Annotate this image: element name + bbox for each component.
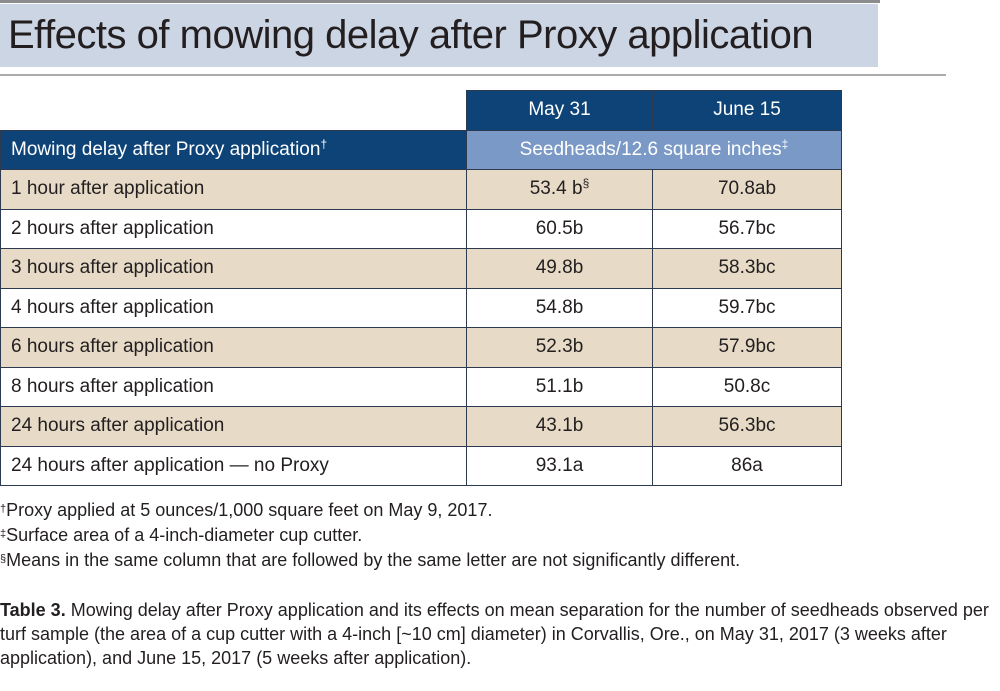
may-value: 54.8b xyxy=(466,287,653,328)
may-value: 52.3b xyxy=(466,327,653,368)
table-row: 24 hours after application 43.1b 56.3bc xyxy=(0,406,842,447)
table-row: 2 hours after application 60.5b 56.7bc xyxy=(0,208,842,249)
june-value: 57.9bc xyxy=(652,327,842,368)
may-value: 43.1b xyxy=(466,406,653,447)
footnote: §Means in the same column that are follo… xyxy=(0,548,990,573)
footnote: †Proxy applied at 5 ounces/1,000 square … xyxy=(0,498,990,523)
may-value-cell: 53.4 b§ xyxy=(466,169,653,210)
header-blank-cell xyxy=(0,90,467,130)
caption-label: Table 3. xyxy=(0,600,66,620)
row-header-label-cell: Mowing delay after Proxy application† xyxy=(0,129,467,170)
footnotes: †Proxy applied at 5 ounces/1,000 square … xyxy=(0,498,990,573)
caption-text: Mowing delay after Proxy application and… xyxy=(0,600,989,668)
row-label: 8 hours after application xyxy=(0,366,467,407)
row-label: 24 hours after application xyxy=(0,406,467,447)
unit-header-cell: Seedheads/12.6 square inches‡ xyxy=(466,129,842,170)
column-header-may: May 31 xyxy=(466,90,653,131)
may-value: 51.1b xyxy=(466,366,653,407)
may-value: 93.1a xyxy=(466,445,653,486)
double-dagger-mark: ‡ xyxy=(781,136,789,151)
title-banner: Effects of mowing delay after Proxy appl… xyxy=(0,4,878,67)
june-value: 58.3bc xyxy=(652,248,842,289)
page-title: Effects of mowing delay after Proxy appl… xyxy=(8,13,814,57)
footnote: ‡Surface area of a 4-inch-diameter cup c… xyxy=(0,523,990,548)
may-value: 49.8b xyxy=(466,248,653,289)
row-label: 2 hours after application xyxy=(0,208,467,249)
seedhead-table: May 31 June 15 Mowing delay after Proxy … xyxy=(0,90,842,486)
june-value: 56.7bc xyxy=(652,208,842,249)
footnote-mark: † xyxy=(0,503,7,515)
unit-label: Seedheads/12.6 square inches xyxy=(519,138,782,160)
table-row: 24 hours after application — no Proxy 93… xyxy=(0,445,842,486)
footnote-mark: ‡ xyxy=(0,528,7,540)
table-row: 8 hours after application 51.1b 50.8c xyxy=(0,366,842,407)
footnote-text: Means in the same column that are follow… xyxy=(6,550,741,570)
june-value: 86a xyxy=(652,445,842,486)
footnote-text: Proxy applied at 5 ounces/1,000 square f… xyxy=(6,500,493,520)
row-label: 24 hours after application — no Proxy xyxy=(0,445,467,486)
table-row: 4 hours after application 54.8b 59.7bc xyxy=(0,287,842,328)
june-value: 70.8ab xyxy=(652,169,842,210)
row-header-label: Mowing delay after Proxy application xyxy=(11,138,321,160)
may-value: 53.4 b xyxy=(529,178,583,200)
june-value: 50.8c xyxy=(652,366,842,407)
row-label: 1 hour after application xyxy=(0,169,467,210)
table-row: 1 hour after application 53.4 b§ 70.8ab xyxy=(0,169,842,210)
row-label: 4 hours after application xyxy=(0,287,467,328)
row-label: 6 hours after application xyxy=(0,327,467,368)
section-mark: § xyxy=(582,176,590,191)
top-rule xyxy=(0,0,880,3)
table-row: 6 hours after application 52.3b 57.9bc xyxy=(0,327,842,368)
june-value: 59.7bc xyxy=(652,287,842,328)
footnote-text: Surface area of a 4-inch-diameter cup cu… xyxy=(6,525,363,545)
title-divider xyxy=(0,74,946,76)
table-caption: Table 3. Mowing delay after Proxy applic… xyxy=(0,598,990,670)
column-header-june: June 15 xyxy=(652,90,842,131)
dagger-mark: † xyxy=(320,136,328,151)
footnote-mark: § xyxy=(0,553,7,565)
row-label: 3 hours after application xyxy=(0,248,467,289)
date-header-row: May 31 June 15 xyxy=(0,90,842,131)
june-value: 56.3bc xyxy=(652,406,842,447)
table-row: 3 hours after application 49.8b 58.3bc xyxy=(0,248,842,289)
unit-header-row: Mowing delay after Proxy application† Se… xyxy=(0,129,842,170)
may-value: 60.5b xyxy=(466,208,653,249)
